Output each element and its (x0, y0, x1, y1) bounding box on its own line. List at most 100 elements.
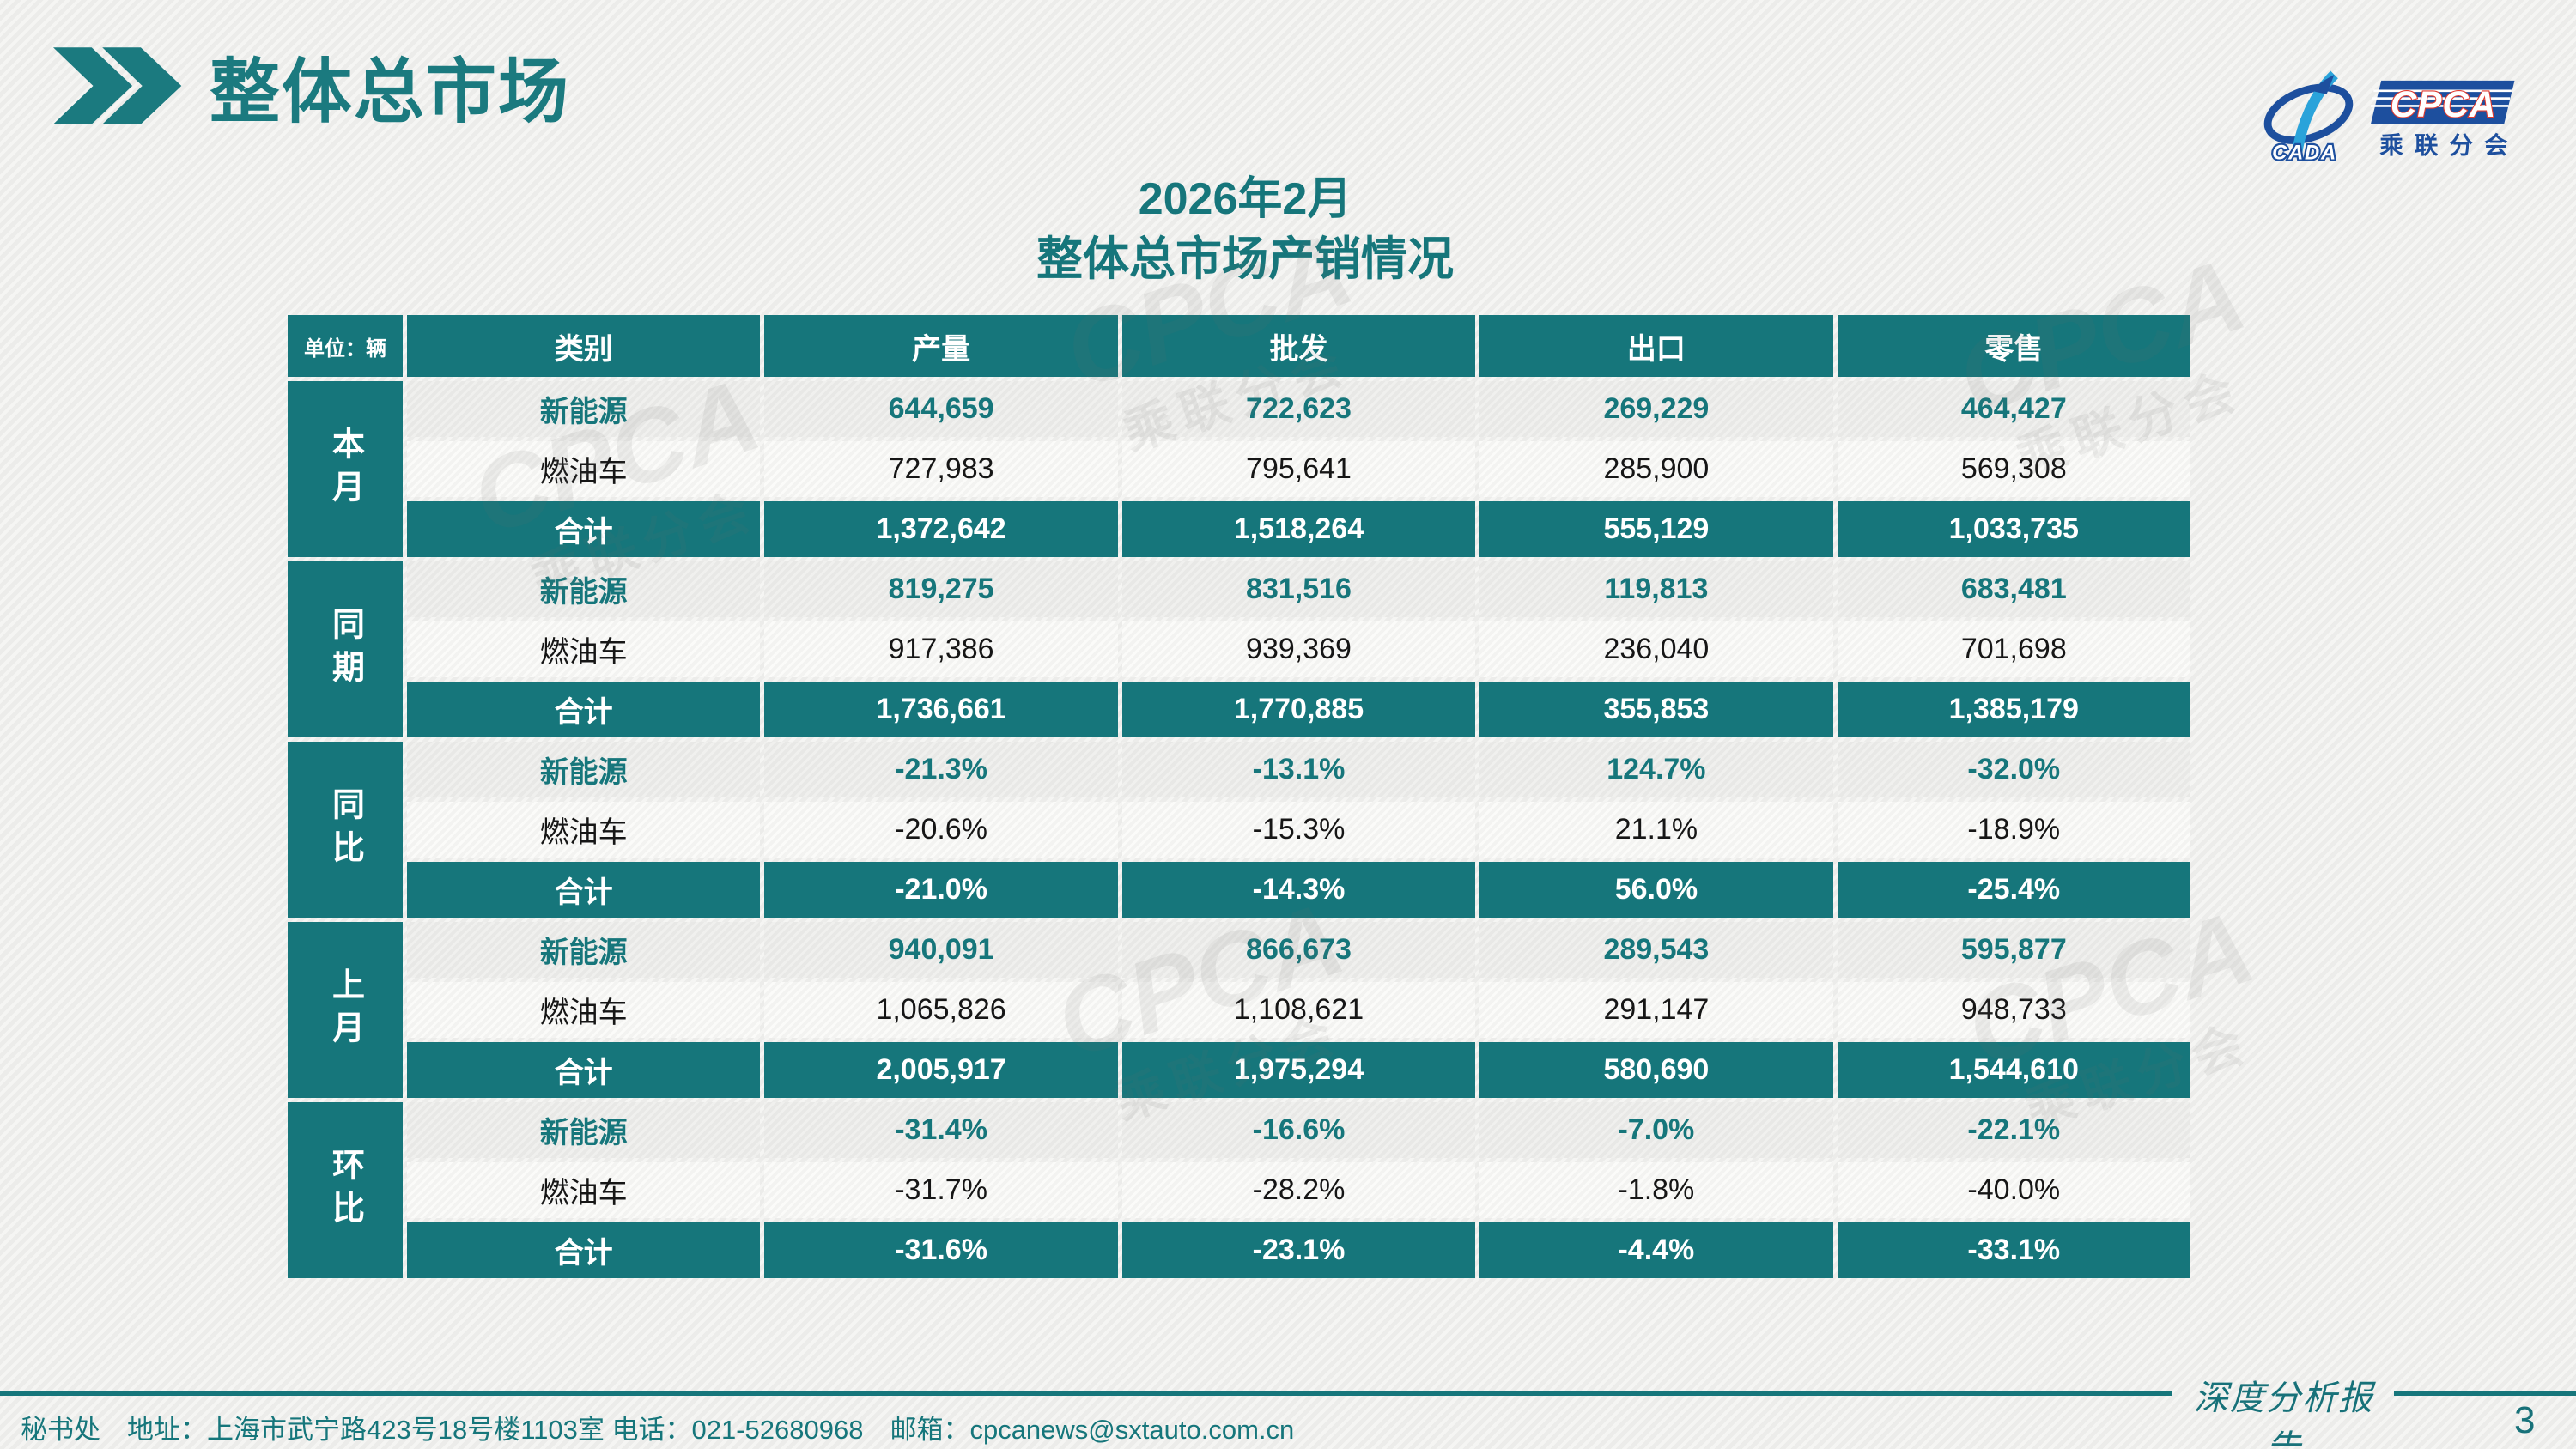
table-cell: 644,659 (764, 381, 1118, 437)
table-cell: -13.1% (1121, 742, 1476, 797)
table-cell: 795,641 (1121, 441, 1476, 497)
category-cell: 新能源 (407, 381, 761, 437)
col-header-wholesale: 批发 (1121, 315, 1476, 377)
category-cell: 合计 (407, 1042, 761, 1098)
table-cell: -7.0% (1479, 1102, 1833, 1158)
row-group-label-same-period: 同期 (288, 561, 403, 737)
category-cell: 燃油车 (407, 621, 761, 677)
table-cell: 464,427 (1837, 381, 2190, 437)
table-cell: 236,040 (1479, 621, 1833, 677)
table-cell: 727,983 (764, 441, 1118, 497)
table-cell: -33.1% (1837, 1222, 2190, 1278)
table-cell: 355,853 (1479, 682, 1833, 737)
table-cell: -31.7% (764, 1162, 1118, 1218)
unit-label: 单位：辆 (288, 315, 403, 377)
table-cell: 939,369 (1121, 621, 1476, 677)
table-cell: -14.3% (1121, 862, 1476, 918)
table-cell: 1,736,661 (764, 682, 1118, 737)
table-title: 2026年2月 整体总市场产销情况 (0, 170, 2490, 290)
table-cell: 1,385,179 (1837, 682, 2190, 737)
table-cell: -4.4% (1479, 1222, 1833, 1278)
footer-report-label: 深度分析报告 (2194, 1379, 2374, 1449)
page-header: 整体总市场 (53, 34, 570, 136)
table-cell: -23.1% (1121, 1222, 1476, 1278)
table-cell: 1,065,826 (764, 982, 1118, 1038)
table-cell: 866,673 (1121, 922, 1476, 978)
table-cell: 1,975,294 (1121, 1042, 1476, 1098)
footer-divider-right (2394, 1391, 2576, 1396)
category-cell: 新能源 (407, 742, 761, 797)
table-cell: 555,129 (1479, 501, 1833, 557)
table-cell: -18.9% (1837, 802, 2190, 858)
table-cell: 1,372,642 (764, 501, 1118, 557)
category-cell: 燃油车 (407, 802, 761, 858)
footer-divider-left (0, 1391, 2172, 1396)
table-cell: 289,543 (1479, 922, 1833, 978)
table-cell: -25.4% (1837, 862, 2190, 918)
table-cell: 948,733 (1837, 982, 2190, 1038)
table-cell: 1,544,610 (1837, 1042, 2190, 1098)
category-cell: 燃油车 (407, 441, 761, 497)
category-cell: 新能源 (407, 922, 761, 978)
production-sales-table: 单位：辆 类别 产量 批发 出口 零售 本月 新能源 644,659 722,6… (288, 315, 2190, 1278)
table-cell: -28.2% (1121, 1162, 1476, 1218)
svg-text:乘联分会: 乘联分会 (2379, 132, 2518, 159)
cpca-logo-icon: CADA CPCA 乘联分会 (2263, 70, 2518, 167)
table-cell: 269,229 (1479, 381, 1833, 437)
row-group-label-this-month: 本月 (288, 381, 403, 557)
table-cell: -21.3% (764, 742, 1118, 797)
table-cell: -22.1% (1837, 1102, 2190, 1158)
table-cell: -32.0% (1837, 742, 2190, 797)
table-cell: -20.6% (764, 802, 1118, 858)
table-cell: 124.7% (1479, 742, 1833, 797)
table-cell: 1,108,621 (1121, 982, 1476, 1038)
table-cell: 291,147 (1479, 982, 1833, 1038)
table-cell: 722,623 (1121, 381, 1476, 437)
table-cell: 940,091 (764, 922, 1118, 978)
table-cell: 1,033,735 (1837, 501, 2190, 557)
table-cell: 285,900 (1479, 441, 1833, 497)
table-cell: 2,005,917 (764, 1042, 1118, 1098)
table-cell: 917,386 (764, 621, 1118, 677)
double-chevron-icon (53, 46, 182, 124)
row-group-label-mom: 环比 (288, 1102, 403, 1278)
category-cell: 新能源 (407, 1102, 761, 1158)
table-cell: 21.1% (1479, 802, 1833, 858)
category-cell: 新能源 (407, 561, 761, 617)
col-header-production: 产量 (764, 315, 1118, 377)
table-cell: -16.6% (1121, 1102, 1476, 1158)
category-cell: 合计 (407, 862, 761, 918)
page-title: 整体总市场 (210, 53, 571, 131)
table-cell: 683,481 (1837, 561, 2190, 617)
table-cell: -15.3% (1121, 802, 1476, 858)
row-group-label-last-month: 上月 (288, 922, 403, 1098)
table-cell: 580,690 (1479, 1042, 1833, 1098)
svg-text:CPCA: CPCA (2391, 84, 2497, 124)
table-cell: 701,698 (1837, 621, 2190, 677)
table-cell: 595,877 (1837, 922, 2190, 978)
table-cell: 831,516 (1121, 561, 1476, 617)
table-title-line2: 整体总市场产销情况 (1036, 233, 1454, 285)
table-cell: 1,770,885 (1121, 682, 1476, 737)
category-cell: 合计 (407, 682, 761, 737)
col-header-export: 出口 (1479, 315, 1833, 377)
row-group-label-yoy: 同比 (288, 742, 403, 918)
table-cell: -21.0% (764, 862, 1118, 918)
table-cell: 119,813 (1479, 561, 1833, 617)
category-cell: 合计 (407, 1222, 761, 1278)
col-header-retail: 零售 (1837, 315, 2190, 377)
category-cell: 合计 (407, 501, 761, 557)
col-header-category: 类别 (407, 315, 761, 377)
table-cell: 819,275 (764, 561, 1118, 617)
table-cell: 569,308 (1837, 441, 2190, 497)
page-number: 3 (2514, 1399, 2536, 1441)
category-cell: 燃油车 (407, 1162, 761, 1218)
table-cell: -1.8% (1479, 1162, 1833, 1218)
table-cell: 56.0% (1479, 862, 1833, 918)
table-cell: -31.4% (764, 1102, 1118, 1158)
footer-contact-info: 秘书处 地址：上海市武宁路423号18号楼1103室 电话：021-526809… (21, 1415, 1295, 1445)
svg-text:CADA: CADA (2272, 142, 2337, 165)
category-cell: 燃油车 (407, 982, 761, 1038)
table-cell: -31.6% (764, 1222, 1118, 1278)
